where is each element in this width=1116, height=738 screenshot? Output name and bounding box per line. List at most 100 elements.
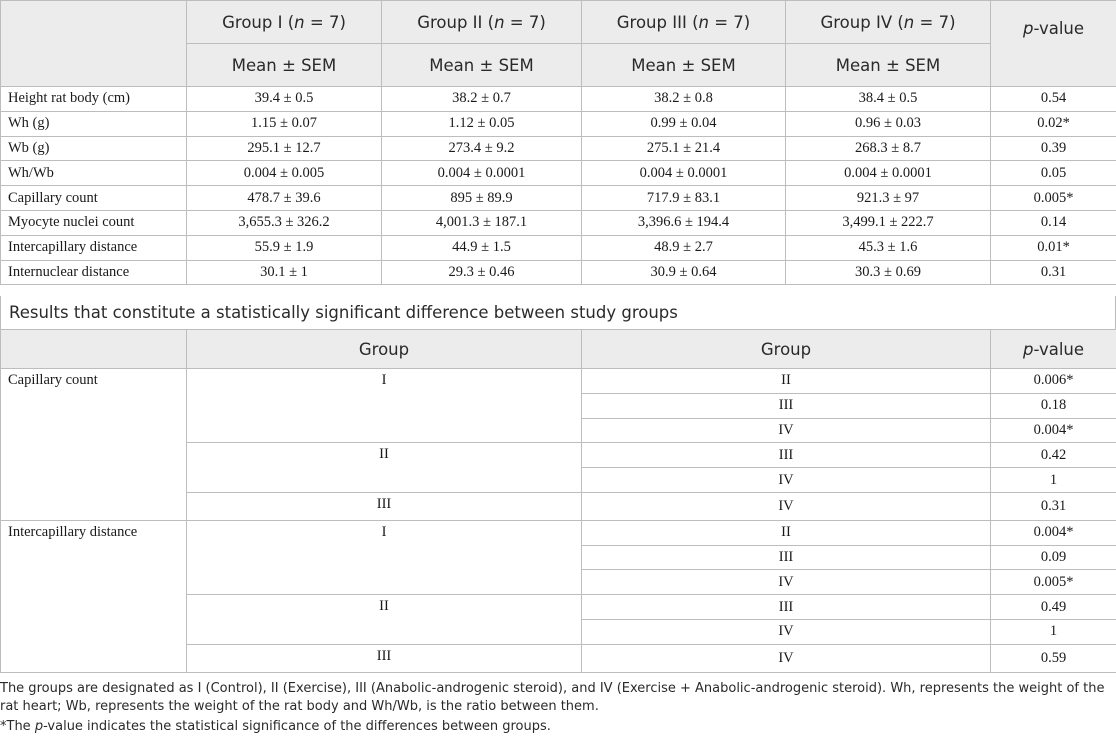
row-pvalue: 0.02* (990, 110, 1116, 137)
group-a-cell: I (186, 367, 582, 444)
row-value: 45.3 ± 1.6 (785, 234, 991, 261)
row-value: 3,499.1 ± 222.7 (785, 209, 991, 236)
group-a-cell: III (186, 491, 582, 521)
comparison-pvalue: 1 (990, 618, 1116, 645)
group-b-cell: II (581, 368, 991, 394)
group-a-cell: II (186, 594, 582, 645)
group-a-cell: II (186, 442, 582, 493)
row-value: 478.7 ± 39.6 (186, 185, 382, 211)
comparison-pvalue: 0.59 (990, 643, 1116, 673)
row-value: 0.004 ± 0.0001 (785, 160, 991, 187)
row-value: 0.004 ± 0.005 (186, 160, 382, 187)
comparison-pvalue: 0.09 (990, 544, 1116, 571)
table-row: IV 0.005* (1, 569, 1116, 596)
row-value: 39.4 ± 0.5 (186, 86, 382, 112)
row-value: 0.004 ± 0.0001 (581, 160, 786, 187)
header-stat-label: Mean ± SEM (186, 43, 382, 87)
group-b-cell: IV (581, 569, 991, 596)
row-value: 30.3 ± 0.69 (785, 259, 991, 286)
row-label: Height rat body (cm) (0, 86, 187, 112)
row-value: 717.9 ± 83.1 (581, 185, 786, 211)
measure-label: Capillary count (0, 368, 187, 521)
comparison-pvalue: 0.42 (990, 442, 1116, 469)
comparison-pvalue: 0.31 (990, 491, 1116, 521)
row-pvalue: 0.39 (990, 135, 1116, 162)
comparison-header-group-a: Group (186, 329, 582, 369)
group-b-cell: III (581, 392, 991, 419)
table-row: Capillary count I II 0.006* (0, 367, 1116, 521)
row-value: 55.9 ± 1.9 (186, 234, 382, 261)
header-group-3: Group III (n = 7) (581, 0, 786, 44)
descriptive-stats-table: Group I (n = 7) Group II (n = 7) Group I… (0, 0, 1116, 286)
comparison-table: Group Group p-value Capillary count I II 0.… (0, 329, 1116, 673)
row-value: 29.3 ± 0.46 (381, 259, 582, 286)
comparison-pvalue: 0.005* (990, 569, 1116, 596)
table-row: Wh (g) 1.15 ± 0.07 1.12 ± 0.05 0.99 ± 0.04 0… (0, 110, 1116, 137)
table-row: Myocyte nuclei count 3,655.3 ± 326.2 4,001… (0, 209, 1116, 236)
header-group-1: Group I (n = 7) (186, 0, 382, 44)
header-group-4: Group IV (n = 7) (785, 0, 991, 44)
measure-label: Intercapillary distance (0, 519, 187, 673)
row-label: Wb (g) (0, 135, 187, 162)
comparison-pvalue: 0.004* (990, 519, 1116, 546)
row-value: 38.4 ± 0.5 (785, 86, 991, 112)
comparison-header-group-b: Group (581, 329, 991, 369)
row-value: 38.2 ± 0.7 (381, 86, 582, 112)
row-value: 895 ± 89.9 (381, 185, 582, 211)
group-b-cell: IV (581, 491, 991, 521)
table-row: III 0.09 (1, 544, 1116, 571)
group-a-cell: I (186, 519, 582, 596)
row-value: 30.1 ± 1 (186, 259, 382, 286)
group-b-cell: IV (581, 467, 991, 493)
row-pvalue: 0.54 (990, 86, 1116, 112)
table-row: Height rat body (cm) 39.4 ± 0.5 38.2 ± 0.7… (0, 86, 1116, 112)
row-pvalue: 0.005* (990, 185, 1116, 211)
table-row: Wh/Wb 0.004 ± 0.005 0.004 ± 0.0001 0.004 ± … (0, 160, 1116, 187)
table-row: Internuclear distance 30.1 ± 1 29.3 ± 0.46… (0, 259, 1116, 286)
row-label: Wh (g) (0, 110, 187, 137)
row-label: Myocyte nuclei count (0, 209, 187, 236)
group-b-cell: II (581, 519, 991, 546)
row-label: Intercapillary distance (0, 234, 187, 261)
table-row: Capillary count 478.7 ± 39.6 895 ± 89.9 717… (0, 185, 1116, 211)
section-title: Results that constitute a statistically … (0, 296, 1116, 329)
table-row: Wb (g) 295.1 ± 12.7 273.4 ± 9.2 275.1 ± 21.… (0, 135, 1116, 162)
row-pvalue: 0.01* (990, 234, 1116, 261)
table-row: Intercapillary distance I II 0.004* (0, 519, 1116, 673)
row-label: Capillary count (0, 185, 187, 211)
group-b-cell: IV (581, 643, 991, 673)
header-stat-label: Mean ± SEM (581, 43, 786, 87)
table-row: II III 0.42 (1, 442, 1116, 493)
comparison-pvalue: 0.49 (990, 594, 1116, 620)
row-value: 4,001.3 ± 187.1 (381, 209, 582, 236)
group-b-cell: III (581, 544, 991, 571)
table-row: III IV 0.59 (1, 643, 1116, 673)
row-label: Wh/Wb (0, 160, 187, 187)
row-value: 0.004 ± 0.0001 (381, 160, 582, 187)
table-row: III IV 0.31 (1, 491, 1116, 521)
comparison-header-pvalue: p-value (990, 329, 1116, 369)
table-row: III 0.18 (1, 392, 1116, 419)
row-value: 275.1 ± 21.4 (581, 135, 786, 162)
row-value: 1.15 ± 0.07 (186, 110, 382, 137)
row-value: 268.3 ± 8.7 (785, 135, 991, 162)
comparison-pvalue: 1 (990, 467, 1116, 493)
table-row: Intercapillary distance 55.9 ± 1.9 44.9 ± … (0, 234, 1116, 261)
table-row: II III 0.49 (1, 594, 1116, 645)
footnote-pvalue: *The p-value indicates the statistical s… (0, 719, 551, 734)
row-value: 0.99 ± 0.04 (581, 110, 786, 137)
header-stat-label: Mean ± SEM (381, 43, 582, 87)
row-value: 921.3 ± 97 (785, 185, 991, 211)
row-value: 273.4 ± 9.2 (381, 135, 582, 162)
row-value: 3,655.3 ± 326.2 (186, 209, 382, 236)
header-group-2: Group II (n = 7) (381, 0, 582, 44)
row-pvalue: 0.31 (990, 259, 1116, 286)
group-a-cell: III (186, 643, 582, 673)
comparison-header-blank (0, 329, 187, 369)
row-value: 295.1 ± 12.7 (186, 135, 382, 162)
row-value: 38.2 ± 0.8 (581, 86, 786, 112)
group-b-cell: III (581, 442, 991, 469)
group-b-cell: IV (581, 417, 991, 444)
group-b-cell: IV (581, 618, 991, 645)
row-value: 48.9 ± 2.7 (581, 234, 786, 261)
